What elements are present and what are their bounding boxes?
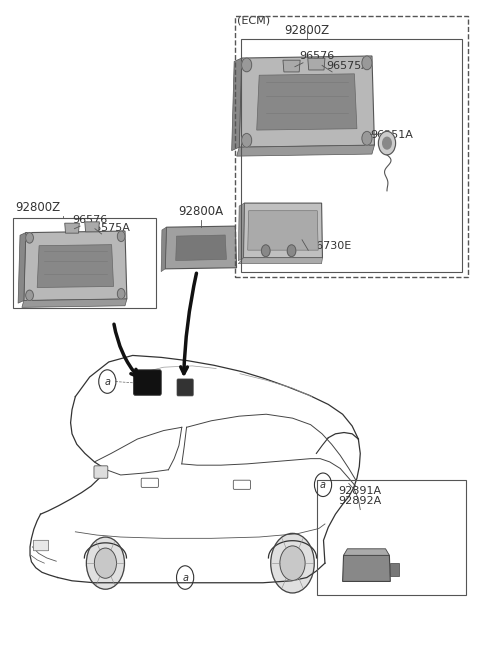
Text: a: a [182,573,188,583]
FancyBboxPatch shape [141,478,158,487]
Bar [235,16,468,277]
Circle shape [241,58,252,72]
Circle shape [378,131,396,155]
Polygon shape [344,549,389,556]
Bar [317,480,466,594]
Text: a: a [104,377,110,386]
Bar [241,39,462,272]
Text: 92891A: 92891A [338,486,381,496]
Circle shape [26,290,34,300]
Circle shape [271,533,314,593]
Polygon shape [24,231,127,300]
FancyBboxPatch shape [94,466,108,478]
Bar [13,218,156,308]
Polygon shape [18,233,26,303]
Text: 92800A: 92800A [178,205,223,218]
Polygon shape [390,563,399,576]
Polygon shape [239,56,374,147]
Text: 92892A: 92892A [338,497,381,506]
Circle shape [117,231,125,241]
Text: 96730E: 96730E [309,241,351,251]
Text: 96575A: 96575A [87,223,130,234]
Circle shape [362,131,372,145]
Text: 96251A: 96251A [370,130,413,140]
Text: 96576: 96576 [72,215,107,225]
Polygon shape [85,222,99,232]
Polygon shape [165,226,237,269]
FancyBboxPatch shape [133,370,161,396]
Circle shape [241,134,252,147]
Circle shape [362,56,372,70]
Polygon shape [238,203,244,260]
Polygon shape [176,235,227,260]
Text: 96575A: 96575A [326,61,369,72]
Polygon shape [243,203,323,258]
Circle shape [262,245,270,256]
Polygon shape [65,223,79,233]
FancyBboxPatch shape [177,379,193,396]
Polygon shape [308,58,325,70]
Circle shape [280,546,305,581]
Text: a: a [320,480,326,490]
Polygon shape [161,227,167,272]
Text: (ECM): (ECM) [237,16,270,26]
Circle shape [287,245,296,256]
Text: 96576: 96576 [300,51,335,62]
Text: 92800Z: 92800Z [284,24,329,37]
Polygon shape [257,74,357,130]
Polygon shape [22,299,127,308]
FancyBboxPatch shape [34,541,48,551]
Text: 92800Z: 92800Z [16,201,61,214]
Polygon shape [237,145,374,156]
Polygon shape [238,258,323,264]
Polygon shape [248,211,318,250]
Circle shape [95,548,117,578]
FancyBboxPatch shape [233,480,251,489]
Circle shape [26,233,34,243]
Circle shape [86,537,124,589]
Polygon shape [283,60,300,72]
Polygon shape [343,556,390,581]
Circle shape [383,137,391,149]
Polygon shape [232,58,241,151]
Polygon shape [37,245,114,287]
Circle shape [117,289,125,299]
